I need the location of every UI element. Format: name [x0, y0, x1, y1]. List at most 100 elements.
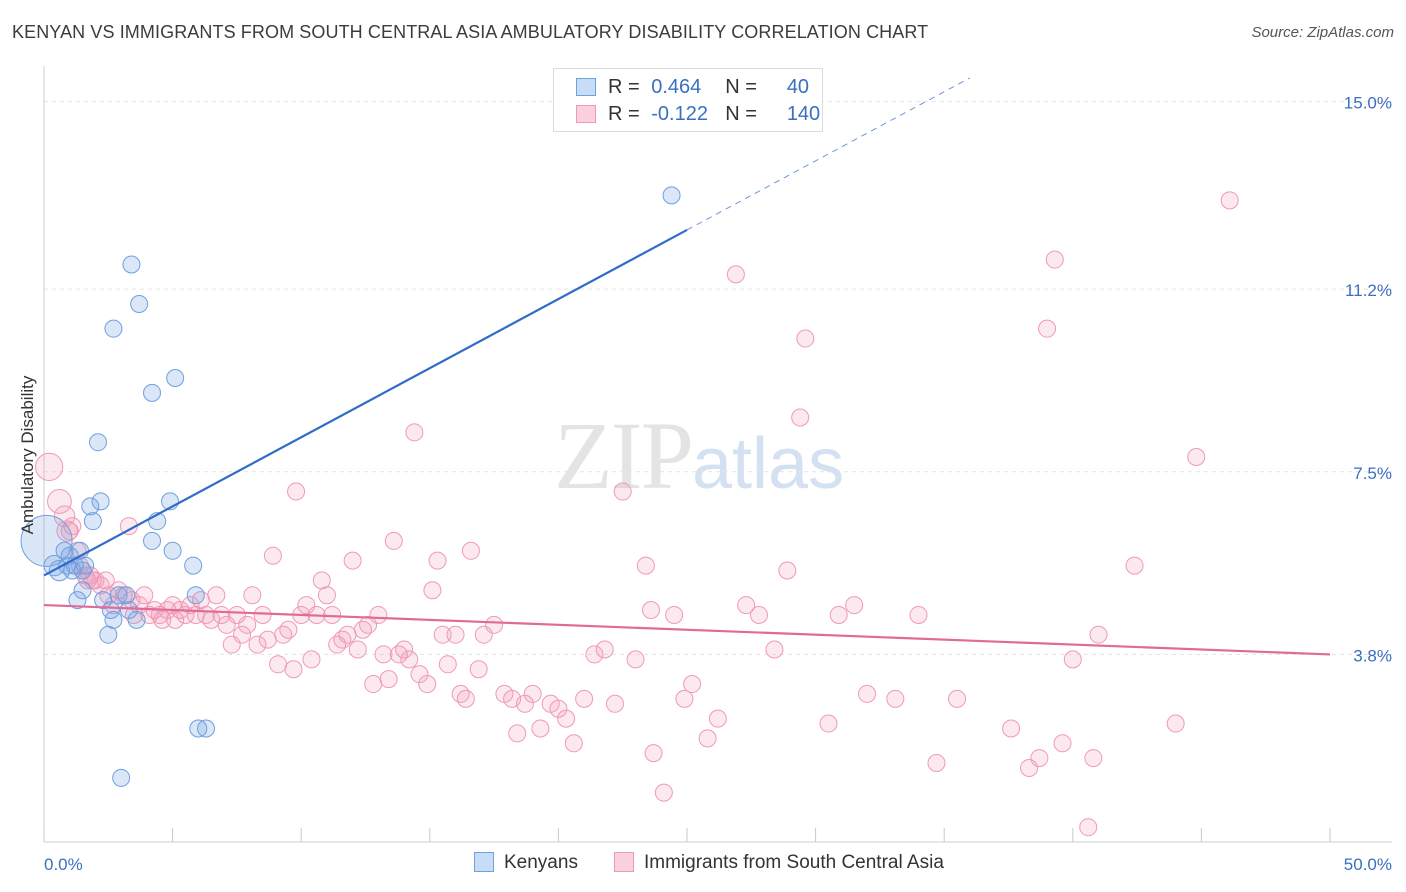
immigrants-point: [233, 625, 252, 644]
immigrants-point: [35, 452, 64, 481]
immigrants-point: [1089, 625, 1108, 644]
immigrants-point: [451, 684, 470, 703]
immigrants-point: [153, 610, 172, 629]
immigrants-point: [258, 630, 277, 649]
legend-swatch-immigrants: [576, 105, 596, 123]
immigrants-point: [1063, 650, 1082, 669]
series-name-kenyans: Kenyans: [504, 852, 578, 873]
immigrants-point: [243, 586, 262, 605]
immigrants-point: [99, 586, 118, 605]
immigrants-point: [523, 684, 542, 703]
immigrants-point: [1053, 734, 1072, 753]
immigrants-point: [418, 675, 437, 694]
immigrants-point: [91, 576, 110, 595]
kenyans-point: [166, 369, 185, 388]
kenyans-point: [112, 768, 131, 787]
kenyans-point: [143, 383, 162, 402]
immigrants-point: [796, 329, 815, 348]
kenyans-point: [143, 531, 162, 550]
immigrants-point: [369, 605, 388, 624]
immigrants-point: [405, 423, 424, 442]
immigrants-point: [595, 640, 614, 659]
immigrants-point: [269, 655, 288, 674]
series-name-immigrants: Immigrants from South Central Asia: [644, 852, 944, 873]
y-axis-label: Ambulatory Disability: [18, 375, 37, 535]
tick-labels: 3.8% 7.5% 11.2% 15.0% 0.0% 50.0%: [44, 94, 1392, 874]
immigrants-point: [791, 408, 810, 427]
trend-lines: [43, 77, 1331, 656]
immigrants-point: [1079, 818, 1098, 837]
immigrants-point: [364, 675, 383, 694]
immigrants-point: [1166, 714, 1185, 733]
kenyans-point: [119, 601, 138, 620]
kenyans-point: [73, 581, 92, 600]
kenyans-point: [83, 512, 102, 531]
immigrants-point: [384, 531, 403, 550]
immigrants-point: [909, 605, 928, 624]
kenyans-point: [184, 556, 203, 575]
kenyans-point: [130, 294, 149, 313]
immigrants-point: [778, 561, 797, 580]
chart-title: KENYAN VS IMMIGRANTS FROM SOUTH CENTRAL …: [12, 22, 929, 42]
immigrants-point: [395, 640, 414, 659]
immigrants-point: [238, 615, 257, 634]
immigrants-point: [564, 734, 583, 753]
immigrants-point: [379, 670, 398, 689]
legend-r-label: R =: [608, 76, 640, 98]
immigrants-point: [263, 546, 282, 565]
immigrants-point: [508, 724, 527, 743]
immigrants-point: [675, 689, 694, 708]
immigrants-point: [858, 684, 877, 703]
legend-row-immigrants: R = -0.122 N = 140: [576, 103, 820, 127]
y-tick-label: 7.5%: [1353, 464, 1392, 483]
immigrants-trend-line: [43, 603, 1331, 656]
immigrants-point: [253, 605, 272, 624]
immigrants-point: [613, 482, 632, 501]
immigrants-point: [829, 605, 848, 624]
immigrants-point: [279, 620, 298, 639]
series-swatch-kenyans: [474, 852, 494, 872]
immigrants-point: [644, 744, 663, 763]
kenyans-trend-line: [43, 228, 688, 577]
immigrants-point: [63, 517, 82, 536]
immigrants-point: [343, 551, 362, 570]
immigrants-point: [125, 605, 144, 624]
immigrants-point: [333, 630, 352, 649]
kenyans-point: [197, 719, 216, 738]
immigrants-point: [641, 601, 660, 620]
immigrants-point: [726, 265, 745, 284]
legend-r-value: -0.122: [651, 103, 708, 125]
immigrants-point: [948, 689, 967, 708]
immigrants-point: [819, 714, 838, 733]
kenyans-point: [55, 541, 74, 560]
immigrants-point: [274, 625, 293, 644]
immigrants-point: [575, 689, 594, 708]
immigrants-point: [927, 754, 946, 773]
kenyans-point: [73, 561, 92, 580]
immigrants-point: [1187, 448, 1206, 466]
immigrants-point: [135, 586, 154, 605]
kenyans-point: [109, 586, 128, 605]
immigrants-point: [389, 645, 408, 664]
legend-n-value: 40: [786, 76, 810, 98]
kenyans-trend-extension: [686, 77, 971, 231]
immigrants-point: [557, 709, 576, 728]
legend-n-value: 140: [786, 103, 821, 125]
immigrants-point: [845, 596, 864, 615]
kenyans-point: [91, 492, 110, 511]
immigrants-point: [338, 625, 357, 644]
series-legend-kenyans: Kenyans: [474, 852, 578, 874]
kenyans-point: [127, 610, 146, 629]
immigrants-point: [428, 551, 447, 570]
x-tick-label: 0.0%: [44, 855, 83, 874]
immigrants-point: [750, 605, 769, 624]
immigrants-point: [585, 645, 604, 664]
immigrants-point: [1084, 749, 1103, 768]
immigrants-point: [438, 655, 457, 674]
y-tick-label: 11.2%: [1345, 281, 1392, 300]
immigrants-point: [47, 489, 72, 514]
kenyans-point: [81, 497, 100, 516]
series-legend-immigrants: Immigrants from South Central Asia: [614, 852, 944, 874]
immigrants-point: [166, 610, 185, 629]
immigrants-point: [96, 571, 115, 590]
